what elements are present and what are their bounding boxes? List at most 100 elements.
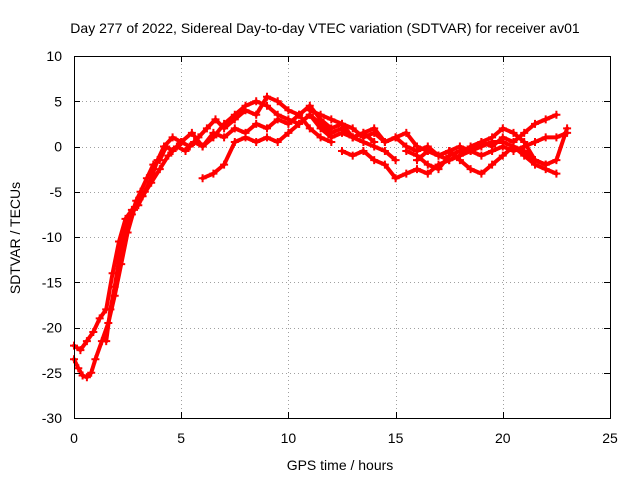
data-point	[209, 169, 218, 178]
data-point	[370, 142, 379, 151]
data-point	[230, 138, 239, 146]
y-tick-label: 5	[54, 93, 62, 109]
data-point	[552, 133, 561, 142]
data-point	[541, 160, 550, 169]
data-point	[241, 133, 250, 142]
data-point	[338, 119, 346, 128]
data-point	[520, 128, 529, 137]
data-point	[498, 151, 507, 160]
data-point	[185, 142, 194, 151]
data-point	[82, 337, 91, 346]
data-point	[402, 128, 411, 137]
series-trace-4	[198, 110, 400, 183]
data-point	[370, 124, 379, 133]
data-point	[263, 133, 271, 142]
y-tick-label: -10	[42, 229, 62, 245]
data-point	[305, 106, 314, 115]
x-tick-label: 5	[177, 430, 185, 446]
data-point	[198, 142, 207, 151]
data-point	[552, 156, 561, 165]
data-point	[359, 147, 368, 155]
data-point	[466, 142, 475, 151]
data-point	[413, 165, 421, 174]
data-point	[531, 138, 539, 146]
data-point	[338, 147, 346, 155]
data-point	[552, 110, 561, 119]
data-point	[488, 147, 497, 155]
data-point	[115, 255, 123, 264]
data-point	[162, 142, 171, 151]
data-point	[230, 115, 239, 124]
data-point	[370, 156, 379, 165]
data-point	[391, 133, 400, 142]
data-point	[509, 142, 518, 151]
data-point	[110, 282, 119, 291]
y-tick-label: -25	[42, 365, 62, 381]
series-trace-9	[413, 124, 550, 169]
data-point	[168, 133, 177, 142]
x-tick-label: 0	[70, 430, 78, 446]
data-point	[563, 124, 572, 133]
data-point	[273, 110, 282, 119]
data-point	[423, 169, 432, 178]
data-point	[477, 169, 486, 178]
data-point	[209, 133, 218, 142]
data-point	[520, 138, 529, 146]
axis-ticks	[74, 56, 611, 419]
data-point	[252, 110, 261, 119]
data-point	[423, 160, 432, 169]
y-tick-label: -30	[42, 410, 62, 426]
data-point	[455, 151, 464, 160]
data-point	[87, 368, 96, 377]
data-point	[155, 165, 164, 174]
data-point	[220, 133, 229, 142]
data-point	[194, 133, 203, 142]
data-point	[295, 110, 304, 119]
data-point	[466, 165, 475, 174]
data-point	[177, 138, 186, 146]
data-point	[541, 115, 550, 124]
data-point	[488, 160, 497, 169]
data-point	[181, 147, 190, 155]
chart-title: Day 277 of 2022, Sidereal Day-to-day VTE…	[70, 20, 580, 36]
data-point	[91, 355, 100, 364]
data-point	[263, 101, 271, 110]
data-point	[95, 314, 104, 323]
data-point	[359, 128, 368, 137]
data-point	[273, 138, 282, 146]
y-tick-label: -20	[42, 320, 62, 336]
data-point	[316, 110, 325, 119]
data-point	[434, 165, 443, 174]
data-point	[155, 156, 164, 165]
data-point	[273, 97, 282, 106]
data-point	[252, 138, 261, 146]
data-point	[413, 156, 421, 165]
data-point	[413, 142, 421, 151]
x-tick-label: 10	[281, 430, 297, 446]
data-point	[74, 364, 83, 373]
data-point	[198, 174, 207, 183]
data-point	[509, 128, 518, 137]
data-point	[164, 151, 173, 160]
y-axis-tick-labels: -30 -25 -20 -15 -10 -5 0 5 10	[42, 48, 62, 426]
data-point	[402, 169, 411, 178]
data-point	[149, 160, 158, 169]
data-point	[531, 119, 539, 128]
data-point	[119, 233, 128, 241]
y-axis-label: SDTVAR / TECUs	[7, 182, 23, 294]
data-point	[316, 133, 325, 142]
data-point	[284, 115, 293, 124]
y-tick-label: 10	[46, 48, 62, 64]
data-point	[241, 106, 250, 115]
data-point	[78, 371, 87, 380]
data-point	[380, 147, 389, 155]
data-point	[423, 147, 432, 155]
data-point	[348, 151, 357, 160]
data-point	[187, 128, 196, 137]
data-point	[132, 196, 141, 205]
data-point	[123, 219, 132, 228]
data-point	[327, 128, 336, 137]
data-point	[488, 133, 497, 142]
data-point	[434, 151, 443, 160]
